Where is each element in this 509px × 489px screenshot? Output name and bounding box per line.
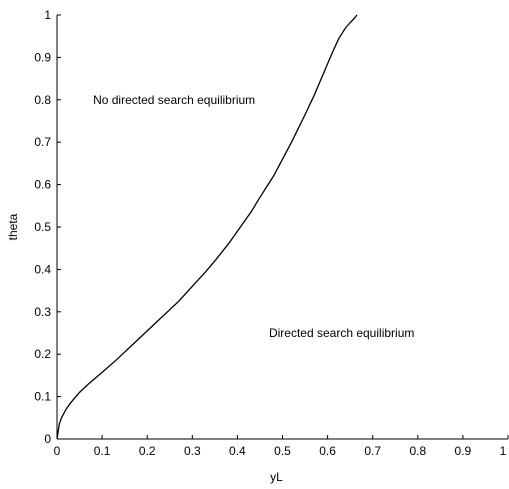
annotation-layer: No directed search equilibrium Directed s… <box>93 93 414 340</box>
x-tick-label: 0.4 <box>229 444 246 458</box>
y-tick-label: 0.3 <box>34 305 51 319</box>
x-tick-label: 0.3 <box>184 444 201 458</box>
no-equilibrium-label: No directed search equilibrium <box>93 93 255 107</box>
y-tick-label: 0.4 <box>34 262 51 276</box>
y-tick-label: 0.8 <box>34 93 51 107</box>
y-tick-label: 0.2 <box>34 347 51 361</box>
x-tick-label: 0 <box>54 444 61 458</box>
x-tick-label: 0.9 <box>455 444 472 458</box>
x-tick-label: 1 <box>500 444 507 458</box>
y-ticks: 0 0.1 0.2 0.3 0.4 0.5 0.6 0.7 0.8 0.9 1 <box>34 8 61 446</box>
x-tick-label: 0.2 <box>139 444 156 458</box>
equilibrium-label: Directed search equilibrium <box>269 326 414 340</box>
y-tick-label: 1 <box>44 8 51 22</box>
y-tick-label: 0 <box>44 432 51 446</box>
x-axis-label: yL <box>270 470 283 484</box>
y-tick-label: 0.6 <box>34 178 51 192</box>
x-tick-label: 0.1 <box>94 444 111 458</box>
y-tick-label: 0.5 <box>34 220 51 234</box>
series-layer <box>56 14 358 440</box>
y-tick-label: 0.9 <box>34 50 51 64</box>
series-line <box>56 14 358 440</box>
x-tick-label: 0.5 <box>274 444 291 458</box>
x-tick-label: 0.6 <box>319 444 336 458</box>
x-ticks: 0 0.1 0.2 0.3 0.4 0.5 0.6 0.7 0.8 0.9 1 <box>54 435 509 458</box>
x-tick-label: 0.8 <box>409 444 426 458</box>
x-tick-label: 0.7 <box>364 444 381 458</box>
y-tick-label: 0.7 <box>34 135 51 149</box>
y-axis-label: theta <box>6 213 20 240</box>
y-tick-label: 0.1 <box>34 390 51 404</box>
axes <box>56 15 508 440</box>
